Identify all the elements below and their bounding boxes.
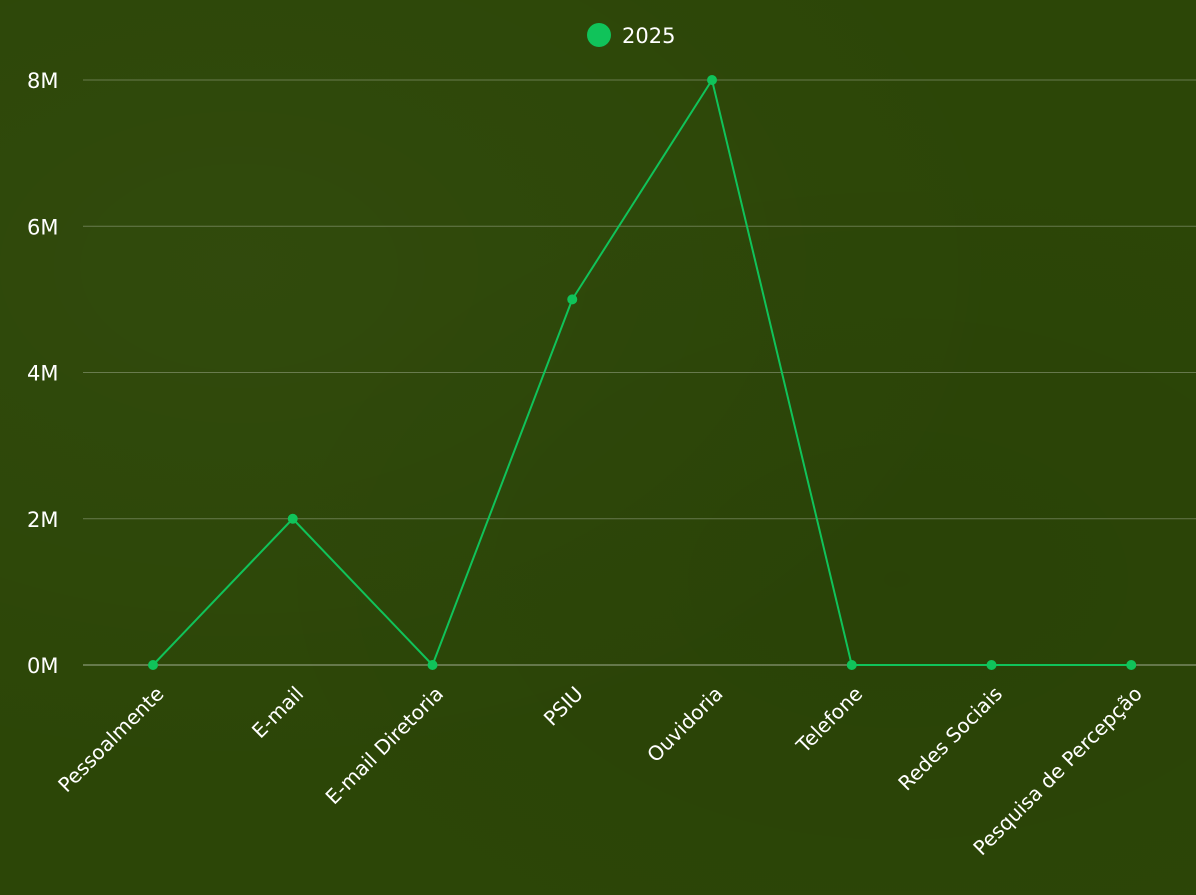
legend-label[interactable]: 2025 bbox=[622, 24, 675, 48]
series-lines bbox=[148, 75, 1137, 670]
y-tick-label: 2M bbox=[27, 508, 58, 532]
series-line bbox=[152, 79, 1132, 666]
x-axis: Pessoalmente E-mail E-mail Diretoria PSIU Ou… bbox=[53, 682, 1147, 860]
x-tick-label: E-mail Diretoria bbox=[321, 682, 448, 809]
x-tick-label: Redes Sociais bbox=[893, 682, 1007, 796]
data-point[interactable] bbox=[287, 513, 298, 524]
gridlines bbox=[83, 79, 1196, 666]
data-point[interactable] bbox=[1126, 660, 1137, 670]
data-point[interactable] bbox=[148, 660, 158, 670]
data-point[interactable] bbox=[846, 660, 857, 670]
legend-marker[interactable] bbox=[587, 23, 611, 47]
data-point[interactable] bbox=[986, 660, 997, 670]
y-axis: 0M 2M 4M 6M 8M bbox=[27, 69, 58, 678]
x-tick-label: PSIU bbox=[539, 682, 588, 731]
x-tick-label: Ouvidoria bbox=[642, 682, 727, 767]
x-tick-label: E-mail bbox=[247, 682, 308, 743]
data-point[interactable] bbox=[567, 294, 578, 305]
y-tick-label: 8M bbox=[27, 69, 58, 93]
x-tick-label: Telefone bbox=[791, 682, 868, 759]
y-tick-label: 6M bbox=[27, 215, 58, 239]
y-tick-label: 4M bbox=[27, 362, 58, 386]
data-point[interactable] bbox=[707, 75, 717, 85]
x-tick-label: Pessoalmente bbox=[53, 682, 168, 797]
y-tick-label: 0M bbox=[27, 654, 58, 678]
legend[interactable]: 2025 bbox=[587, 23, 675, 48]
data-point[interactable] bbox=[427, 660, 438, 670]
